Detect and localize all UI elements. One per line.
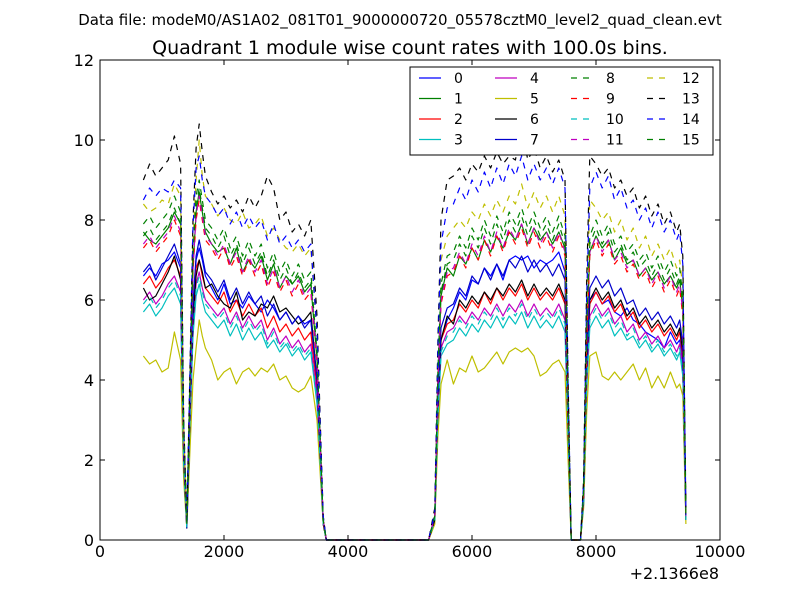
legend-label-2: 2 <box>454 112 463 128</box>
legend-label-13: 13 <box>682 92 700 108</box>
y-tick-label: 8 <box>84 211 94 230</box>
y-tick-label: 6 <box>84 291 94 310</box>
series-line-2 <box>142 259 687 541</box>
series-line-5 <box>142 319 687 541</box>
series-line-9 <box>142 199 687 541</box>
y-tick-label: 4 <box>84 371 94 390</box>
legend-label-3: 3 <box>454 133 463 149</box>
legend-label-1: 1 <box>454 92 463 108</box>
legend-label-9: 9 <box>606 92 615 108</box>
series-line-0 <box>142 247 687 541</box>
x-tick-label: 10000 <box>695 542 746 561</box>
series-layer <box>142 123 687 541</box>
series-line-4 <box>142 271 687 541</box>
series-line-8 <box>142 187 687 541</box>
data-file-suptitle: Data file: modeM0/AS1A02_081T01_90000007… <box>78 11 722 30</box>
y-tick-label: 0 <box>84 531 94 550</box>
y-tick-label: 12 <box>74 51 94 70</box>
series-line-12 <box>142 139 687 541</box>
legend-label-10: 10 <box>606 112 624 128</box>
series-line-15 <box>142 179 687 541</box>
series-line-11 <box>142 195 687 541</box>
legend-label-11: 11 <box>606 133 624 149</box>
y-tick-label: 10 <box>74 131 94 150</box>
x-axis-offset-label: +2.1366e8 <box>630 564 719 583</box>
chart-title: Quadrant 1 module wise count rates with … <box>152 37 668 59</box>
series-line-3 <box>142 283 687 541</box>
x-tick-label: 4000 <box>328 542 369 561</box>
series-line-7 <box>142 239 687 541</box>
legend-label-4: 4 <box>530 71 539 87</box>
legend-label-8: 8 <box>606 71 615 87</box>
legend-label-7: 7 <box>530 133 539 149</box>
legend-label-5: 5 <box>530 92 539 108</box>
legend-label-6: 6 <box>530 112 539 128</box>
series-line-10 <box>142 275 687 541</box>
x-tick-label: 2000 <box>204 542 245 561</box>
x-tick-label: 0 <box>95 542 105 561</box>
x-tick-label: 8000 <box>576 542 617 561</box>
series-line-13 <box>142 123 687 541</box>
legend-label-15: 15 <box>682 133 700 149</box>
x-tick-label: 6000 <box>452 542 493 561</box>
legend-label-0: 0 <box>454 71 463 87</box>
legend-frame <box>409 66 714 156</box>
y-tick-label: 2 <box>84 451 94 470</box>
legend-label-14: 14 <box>682 112 700 128</box>
series-line-14 <box>142 155 687 541</box>
series-line-6 <box>142 255 687 541</box>
legend-label-12: 12 <box>682 71 700 87</box>
